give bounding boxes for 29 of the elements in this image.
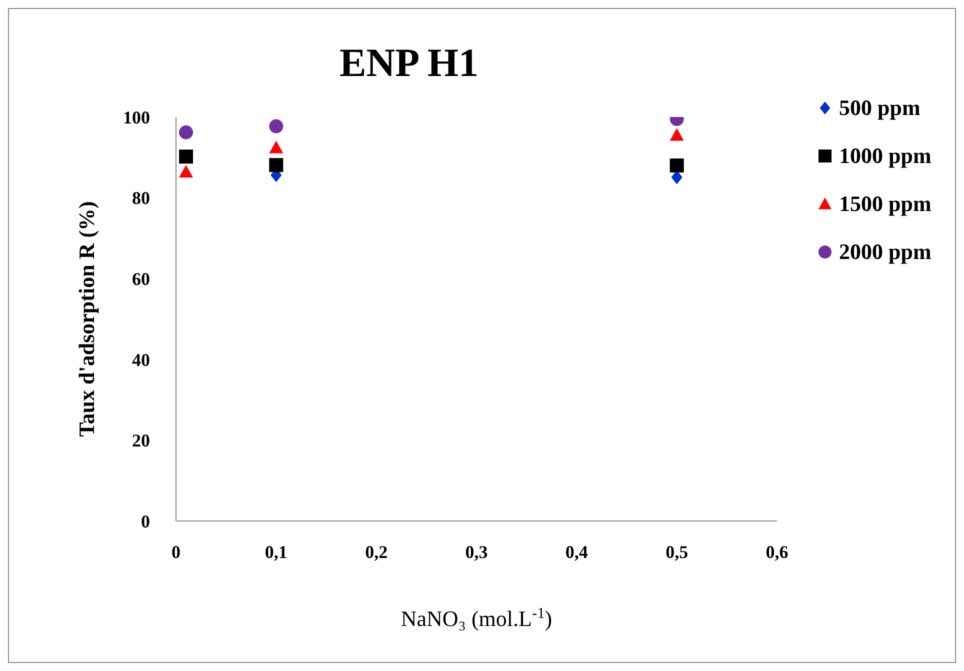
legend-label: 2000 ppm (839, 239, 932, 265)
chart-title: ENP H1 (338, 39, 480, 86)
y-tick-label: 20 (132, 430, 150, 451)
y-tick-label: 60 (132, 268, 150, 289)
point (269, 140, 284, 154)
y-tick-label: 80 (132, 188, 150, 208)
x-tick-label: 0 (172, 542, 180, 562)
point (269, 158, 284, 172)
legend-label: 500 ppm (839, 95, 920, 121)
point (179, 150, 194, 164)
point (269, 119, 284, 134)
point (179, 125, 194, 140)
point (671, 170, 682, 184)
x-axis-title: NaNO₃ (mol.L$^{-1}$) (400, 604, 552, 631)
legend-label: 1000 ppm (839, 143, 932, 169)
y-axis-title: Taux d'adsorption R (%) (74, 201, 99, 437)
y-tick-label: 0 (141, 511, 150, 532)
y-tick-label: 40 (132, 350, 150, 370)
x-tick-label: 0,3 (465, 542, 488, 562)
x-tick-label: 0,5 (666, 542, 688, 562)
point (179, 164, 194, 178)
x-tick-label: 0,1 (264, 542, 288, 562)
x-tick-label: 0,4 (565, 542, 588, 562)
point (670, 128, 684, 141)
point (670, 158, 684, 172)
legend-label: 1500 ppm (839, 191, 932, 217)
y-tick-label: 100 (123, 107, 150, 128)
x-tick-label: 0,6 (766, 542, 788, 562)
x-tick-label: 0,2 (365, 542, 388, 562)
